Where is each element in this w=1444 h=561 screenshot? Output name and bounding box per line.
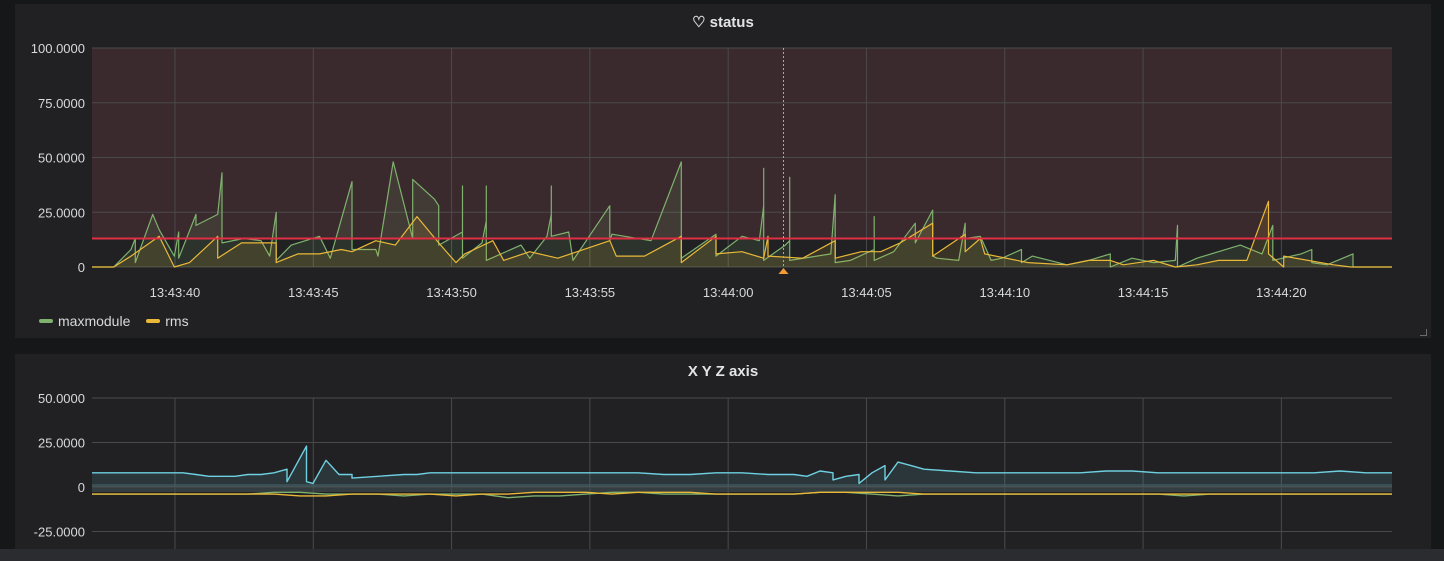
series-line-rms [92, 200, 1392, 268]
x-tick-label: 13:43:45 [288, 285, 339, 300]
panel-title[interactable]: X Y Z axis [15, 363, 1431, 380]
series-area [92, 201, 1392, 267]
y-tick-label: 50.0000 [38, 391, 85, 406]
legend: maxmodule rms [39, 313, 201, 329]
resize-handle[interactable] [1420, 329, 1427, 336]
series-line [92, 491, 1392, 497]
status-panel: ♡ status 0 25.0000 50.0000 75.0000 100.0000 13… [15, 4, 1431, 338]
y-tick-label: 25.0000 [38, 205, 85, 220]
legend-swatch [146, 319, 161, 324]
panel-title-text: status [709, 14, 754, 31]
legend-label: rms [165, 313, 189, 329]
x-tick-label: 13:44:15 [1118, 285, 1169, 300]
x-tick-label: 13:44:00 [703, 285, 754, 300]
legend-label: maxmodule [58, 313, 131, 329]
x-tick-label: 13:44:05 [841, 285, 892, 300]
y-tick-label: -25.0000 [34, 525, 85, 540]
series-area [92, 446, 1392, 487]
x-tick-label: 13:43:55 [565, 285, 616, 300]
y-tick-label: 50.0000 [38, 151, 85, 166]
y-tick-label: 25.0000 [38, 436, 85, 451]
x-tick-label: 13:44:10 [979, 285, 1030, 300]
legend-item-rms[interactable]: rms [146, 313, 189, 329]
series-line-maxmodule [92, 161, 1392, 268]
x-tick-label: 13:43:50 [426, 285, 477, 300]
panel-title-text: X Y Z axis [687, 363, 759, 380]
cursor-marker [778, 268, 789, 274]
threshold-region [92, 48, 1392, 239]
xyz-chart[interactable]: -25.0000 0 25.0000 50.0000 [15, 354, 1431, 561]
legend-item-maxmodule[interactable]: maxmodule [39, 313, 130, 329]
y-tick-label: 100.0000 [31, 41, 85, 56]
heart-icon: ♡ [692, 14, 706, 31]
status-chart[interactable]: 0 25.0000 50.0000 75.0000 100.0000 13:43:40 13… [15, 4, 1431, 304]
y-tick-label: 0 [78, 480, 85, 495]
zero-band [92, 484, 1392, 492]
series-area [92, 161, 1392, 267]
x-tick-label: 13:44:20 [1256, 285, 1307, 300]
xyz-panel: X Y Z axis -25.0000 0 25.0000 50.0000 [15, 354, 1431, 561]
legend-swatch [39, 319, 53, 324]
x-tick-label: 13:43:40 [150, 285, 201, 300]
y-tick-label: 0 [78, 260, 85, 275]
bottom-strip [0, 549, 1444, 561]
y-tick-label: 75.0000 [38, 96, 85, 111]
panel-title[interactable]: ♡ status [15, 13, 1431, 31]
series-line [92, 445, 1392, 485]
